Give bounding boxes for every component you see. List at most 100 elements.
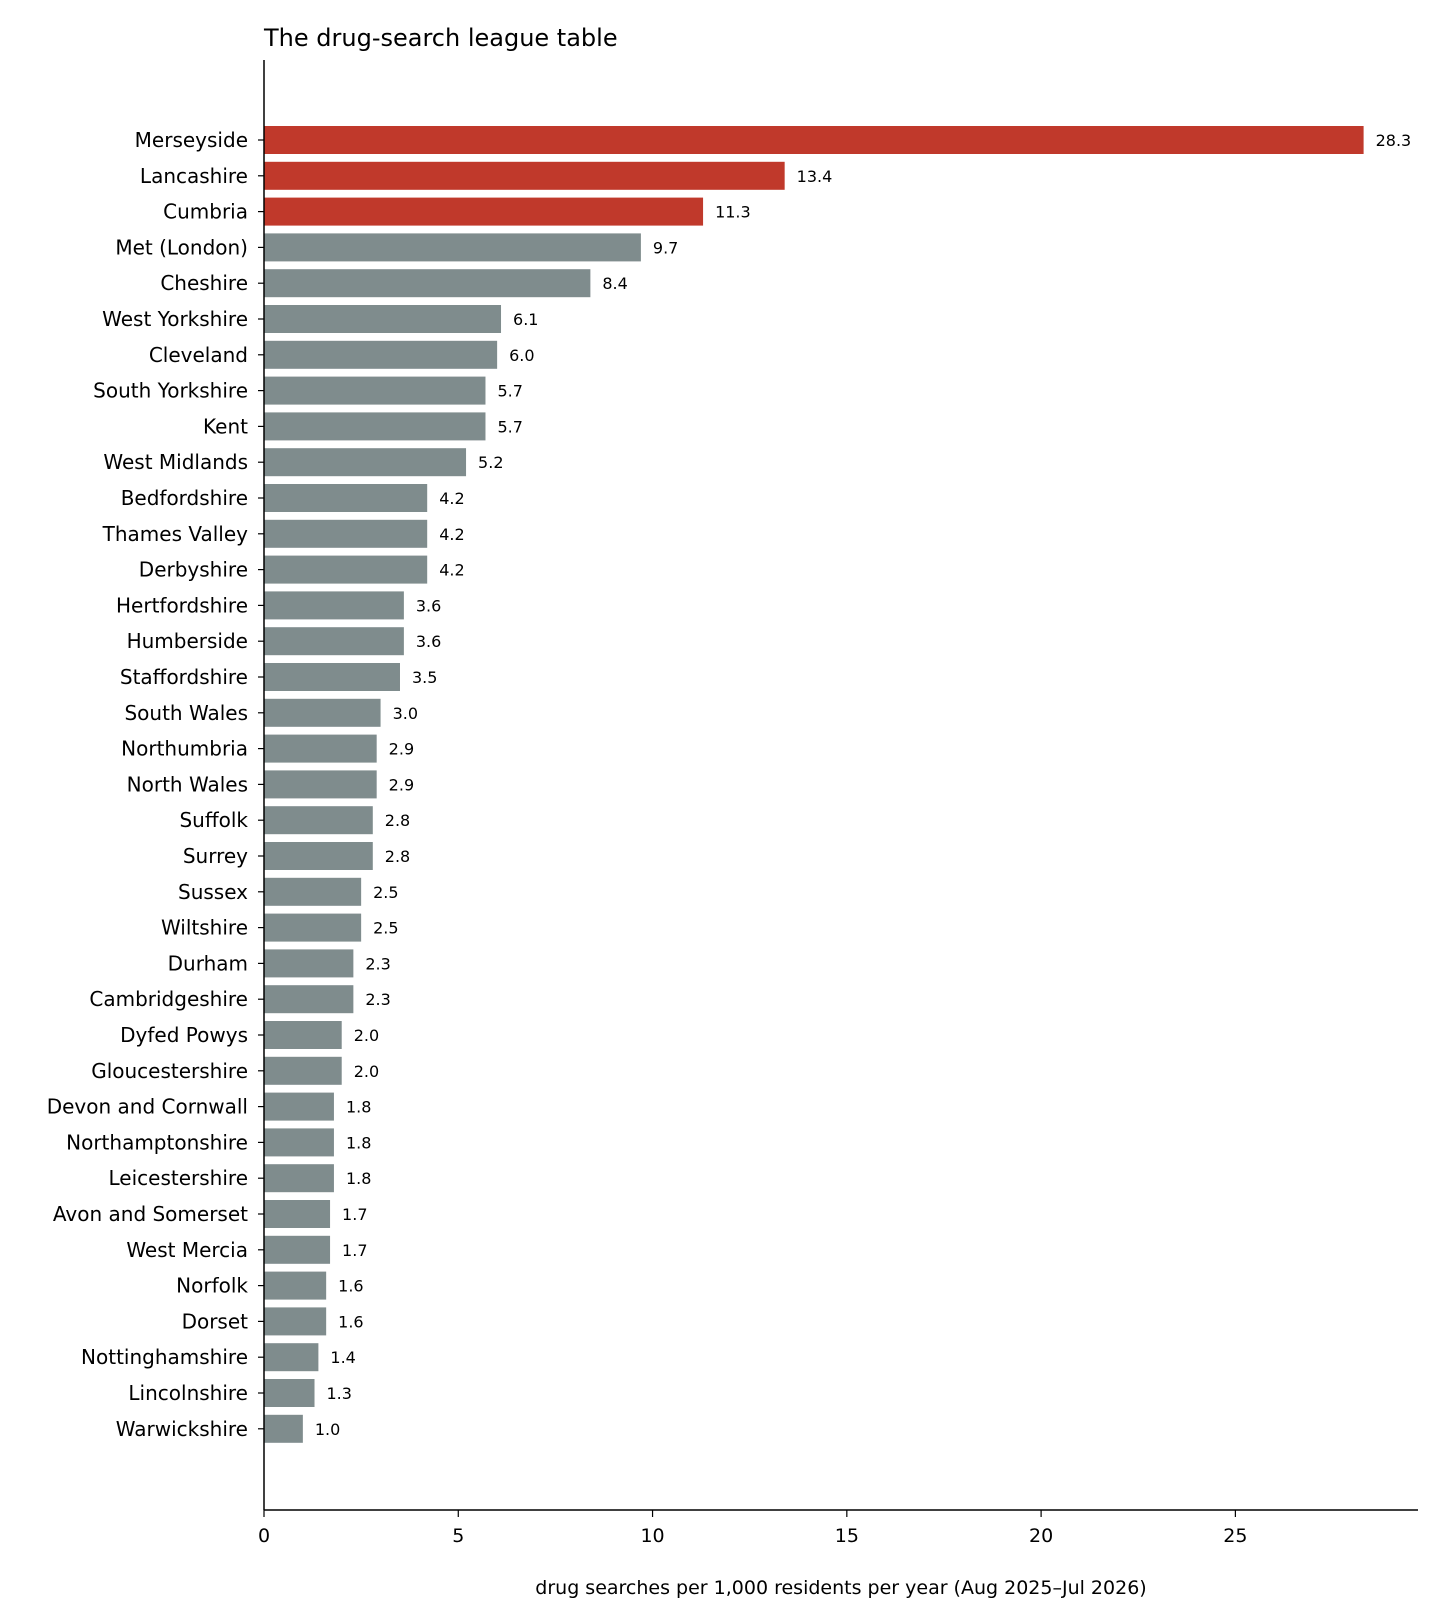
category-label-humberside: Humberside (127, 629, 248, 653)
category-label-surrey: Surrey (183, 844, 248, 868)
value-label-west-mercia: 1.7 (342, 1241, 367, 1260)
x-tick-label-5: 5 (452, 1525, 464, 1547)
category-label-hertfordshire: Hertfordshire (116, 593, 248, 617)
bar-hertfordshire (264, 591, 404, 620)
value-label-cheshire: 8.4 (602, 274, 627, 293)
value-label-west-yorkshire: 6.1 (513, 310, 538, 329)
category-label-south-yorkshire: South Yorkshire (93, 379, 248, 403)
x-axis-title: drug searches per 1,000 residents per ye… (535, 1577, 1146, 1599)
bar-south-wales (264, 698, 381, 727)
value-label-merseyside: 28.3 (1376, 131, 1412, 150)
category-label-merseyside: Merseyside (135, 128, 248, 152)
category-label-nottinghamshire: Nottinghamshire (81, 1345, 248, 1369)
bar-met-london (264, 233, 641, 262)
value-label-gloucestershire: 2.0 (354, 1062, 379, 1081)
value-label-staffordshire: 3.5 (412, 668, 437, 687)
value-label-humberside: 3.6 (416, 632, 441, 651)
value-label-leicestershire: 1.8 (346, 1169, 371, 1188)
bar-durham (264, 949, 354, 978)
value-label-lincolnshire: 1.3 (327, 1384, 352, 1403)
bar-cheshire (264, 269, 591, 298)
bar-wiltshire (264, 913, 362, 942)
category-label-lincolnshire: Lincolnshire (128, 1381, 248, 1405)
value-label-surrey: 2.8 (385, 847, 410, 866)
value-label-kent: 5.7 (497, 417, 522, 436)
bar-west-midlands (264, 448, 467, 477)
bar-leicestershire (264, 1164, 334, 1193)
category-label-met-london: Met (London) (115, 235, 248, 259)
bars-group (264, 126, 1364, 1443)
category-label-northumbria: Northumbria (121, 737, 248, 761)
value-label-met-london: 9.7 (653, 238, 678, 257)
category-label-wiltshire: Wiltshire (161, 916, 248, 940)
value-label-west-midlands: 5.2 (478, 453, 503, 472)
bar-warwickshire (264, 1414, 303, 1443)
value-label-northamptonshire: 1.8 (346, 1133, 371, 1152)
value-labels: 28.3 13.4 11.3 9.7 8.4 6.1 6.0 5.7 5.7 5.2 4.2 4.2 4… (315, 131, 1411, 1439)
value-label-cleveland: 6.0 (509, 346, 534, 365)
value-label-cambridgeshire: 2.3 (365, 990, 390, 1009)
bar-west-yorkshire (264, 305, 502, 333)
bar-derbyshire (264, 555, 428, 584)
category-label-dyfed-powys: Dyfed Powys (120, 1023, 248, 1047)
x-tick-label-25: 25 (1223, 1525, 1247, 1547)
value-label-durham: 2.3 (365, 954, 390, 973)
value-label-bedfordshire: 4.2 (439, 489, 464, 508)
x-tick-label-10: 10 (640, 1525, 664, 1547)
category-label-thames-valley: Thames Valley (102, 522, 249, 546)
bar-dyfed-powys (264, 1021, 342, 1049)
bar-sussex (264, 877, 362, 906)
bar-lancashire (264, 161, 785, 190)
value-label-north-wales: 2.9 (389, 775, 414, 794)
category-label-northamptonshire: Northamptonshire (66, 1130, 248, 1154)
category-label-staffordshire: Staffordshire (120, 665, 248, 689)
category-label-sussex: Sussex (178, 880, 248, 904)
bar-norfolk (264, 1271, 327, 1300)
category-label-west-mercia: West Mercia (126, 1238, 248, 1262)
chart-title: The drug-search league table (263, 24, 618, 52)
bar-gloucestershire (264, 1056, 342, 1085)
category-label-bedfordshire: Bedfordshire (121, 486, 248, 510)
bar-cambridgeshire (264, 985, 354, 1014)
bar-staffordshire (264, 663, 400, 691)
category-label-north-wales: North Wales (127, 772, 248, 796)
value-label-south-wales: 3.0 (393, 704, 418, 723)
category-label-derbyshire: Derbyshire (139, 558, 248, 582)
x-tick-label-20: 20 (1029, 1525, 1053, 1547)
bar-nottinghamshire (264, 1343, 319, 1372)
category-label-west-yorkshire: West Yorkshire (102, 307, 248, 331)
category-label-devon-and-cornwall: Devon and Cornwall (47, 1095, 248, 1119)
value-label-lancashire: 13.4 (797, 167, 833, 186)
category-label-norfolk: Norfolk (176, 1274, 248, 1298)
bar-north-wales (264, 770, 377, 799)
value-label-derbyshire: 4.2 (439, 561, 464, 580)
value-label-dorset: 1.6 (338, 1312, 363, 1331)
bar-suffolk (264, 806, 373, 835)
value-label-hertfordshire: 3.6 (416, 596, 441, 615)
value-label-northumbria: 2.9 (389, 740, 414, 759)
value-label-wiltshire: 2.5 (373, 919, 398, 938)
bar-kent (264, 412, 486, 441)
x-tick-label-0: 0 (258, 1525, 270, 1547)
category-label-lancashire: Lancashire (140, 164, 248, 188)
value-label-dyfed-powys: 2.0 (354, 1026, 379, 1045)
category-label-kent: Kent (203, 414, 248, 438)
bar-dorset (264, 1307, 327, 1336)
bar-west-mercia (264, 1235, 331, 1264)
bar-surrey (264, 842, 373, 870)
category-label-south-wales: South Wales (124, 701, 248, 725)
x-axis-ticks: 0 5 10 15 20 25 (258, 1510, 1247, 1547)
bar-cumbria (264, 197, 704, 226)
category-label-cheshire: Cheshire (160, 271, 248, 295)
value-label-sussex: 2.5 (373, 883, 398, 902)
category-label-warwickshire: Warwickshire (116, 1417, 248, 1441)
category-label-west-midlands: West Midlands (103, 450, 248, 474)
bar-lincolnshire (264, 1379, 315, 1407)
category-label-leicestershire: Leicestershire (109, 1166, 248, 1190)
category-label-avon-and-somerset: Avon and Somerset (53, 1202, 248, 1226)
value-label-south-yorkshire: 5.7 (497, 382, 522, 401)
value-label-avon-and-somerset: 1.7 (342, 1205, 367, 1224)
category-labels: Merseyside Lancashire Cumbria Met (London) C… (47, 128, 264, 1441)
category-label-suffolk: Suffolk (179, 808, 248, 832)
